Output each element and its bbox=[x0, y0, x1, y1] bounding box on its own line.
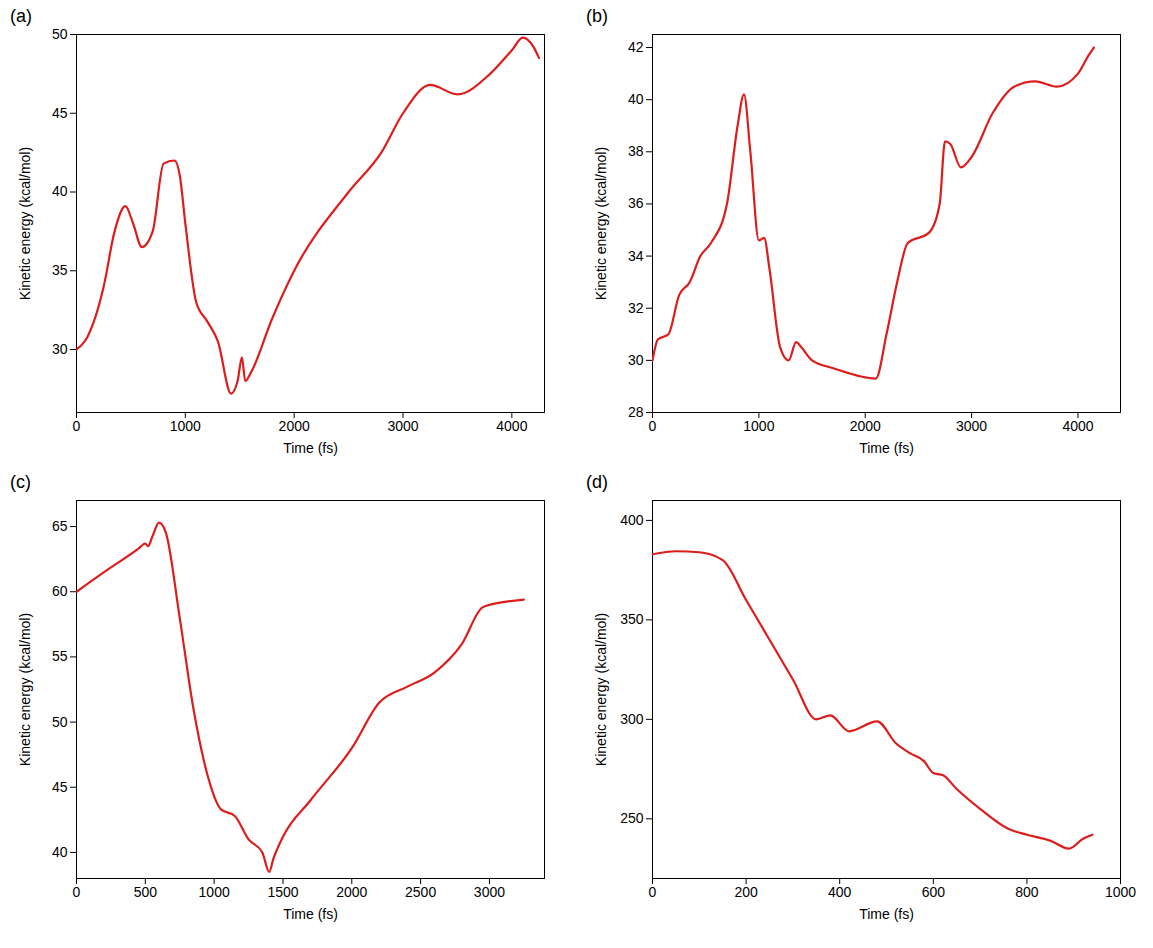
svg-text:40: 40 bbox=[52, 183, 68, 199]
svg-text:Time (fs): Time (fs) bbox=[283, 440, 338, 456]
svg-text:60: 60 bbox=[52, 583, 68, 599]
svg-text:4000: 4000 bbox=[496, 418, 527, 434]
svg-text:Time (fs): Time (fs) bbox=[283, 906, 338, 922]
svg-text:Kinetic energy (kcal/mol): Kinetic energy (kcal/mol) bbox=[17, 613, 33, 766]
svg-text:Time (fs): Time (fs) bbox=[859, 906, 914, 922]
svg-text:Kinetic energy (kcal/mol): Kinetic energy (kcal/mol) bbox=[17, 147, 33, 300]
svg-text:2000: 2000 bbox=[336, 884, 367, 900]
html-text:(b): (b) bbox=[586, 6, 608, 26]
svg-text:0: 0 bbox=[73, 418, 81, 434]
svg-text:400: 400 bbox=[620, 512, 644, 528]
svg-text:2000: 2000 bbox=[279, 418, 310, 434]
svg-text:300: 300 bbox=[620, 711, 644, 727]
svg-text:32: 32 bbox=[628, 300, 644, 316]
svg-text:Kinetic energy (kcal/mol): Kinetic energy (kcal/mol) bbox=[593, 613, 609, 766]
html-text:(d): (d) bbox=[586, 472, 608, 492]
svg-text:2500: 2500 bbox=[405, 884, 436, 900]
svg-text:3000: 3000 bbox=[956, 418, 987, 434]
svg-text:0: 0 bbox=[649, 884, 657, 900]
svg-text:34: 34 bbox=[628, 248, 644, 264]
svg-text:0: 0 bbox=[649, 418, 657, 434]
svg-text:45: 45 bbox=[52, 779, 68, 795]
svg-text:50: 50 bbox=[52, 26, 68, 42]
svg-text:4000: 4000 bbox=[1062, 418, 1093, 434]
svg-text:Time (fs): Time (fs) bbox=[859, 440, 914, 456]
svg-text:200: 200 bbox=[734, 884, 758, 900]
svg-text:0: 0 bbox=[73, 884, 81, 900]
svg-text:38: 38 bbox=[628, 143, 644, 159]
svg-text:1000: 1000 bbox=[743, 418, 774, 434]
svg-text:1000: 1000 bbox=[199, 884, 230, 900]
svg-text:40: 40 bbox=[52, 844, 68, 860]
svg-text:30: 30 bbox=[628, 352, 644, 368]
html-text:(c): (c) bbox=[10, 472, 31, 492]
svg-text:40: 40 bbox=[628, 91, 644, 107]
svg-text:55: 55 bbox=[52, 648, 68, 664]
svg-text:1000: 1000 bbox=[1105, 884, 1136, 900]
svg-text:800: 800 bbox=[1015, 884, 1039, 900]
svg-text:600: 600 bbox=[922, 884, 946, 900]
svg-text:3000: 3000 bbox=[474, 884, 505, 900]
svg-text:45: 45 bbox=[52, 105, 68, 121]
svg-text:42: 42 bbox=[628, 39, 644, 55]
svg-text:36: 36 bbox=[628, 195, 644, 211]
html-text:(a): (a) bbox=[10, 6, 32, 26]
svg-text:400: 400 bbox=[828, 884, 852, 900]
svg-text:Kinetic energy (kcal/mol): Kinetic energy (kcal/mol) bbox=[593, 147, 609, 300]
svg-text:30: 30 bbox=[52, 341, 68, 357]
svg-text:65: 65 bbox=[52, 518, 68, 534]
svg-text:3000: 3000 bbox=[387, 418, 418, 434]
svg-text:35: 35 bbox=[52, 262, 68, 278]
svg-text:350: 350 bbox=[620, 611, 644, 627]
svg-text:1500: 1500 bbox=[267, 884, 298, 900]
svg-text:28: 28 bbox=[628, 404, 644, 420]
svg-text:250: 250 bbox=[620, 810, 644, 826]
svg-text:50: 50 bbox=[52, 714, 68, 730]
svg-text:1000: 1000 bbox=[170, 418, 201, 434]
svg-text:2000: 2000 bbox=[850, 418, 881, 434]
svg-text:500: 500 bbox=[134, 884, 158, 900]
